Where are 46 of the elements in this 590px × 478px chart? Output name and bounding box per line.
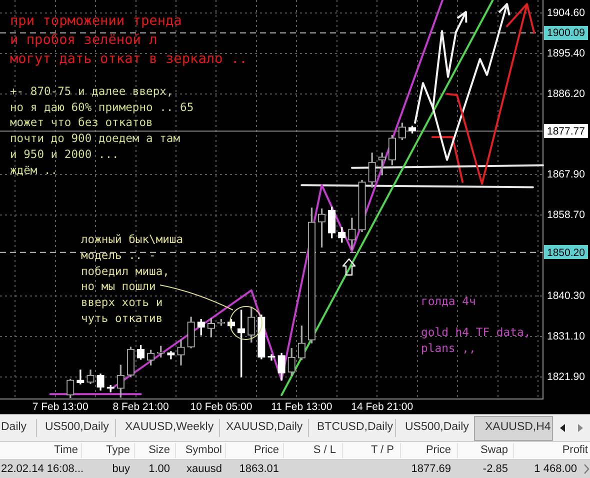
text: S / L <box>312 443 337 458</box>
y-tick-label: 1895.40 <box>547 47 586 60</box>
text: 1.00 <box>148 462 171 477</box>
y-tick-label: 1858.70 <box>547 208 586 221</box>
ref-line-label: 1900.09 <box>547 27 586 40</box>
text: -2.85 <box>482 462 509 477</box>
text: Price <box>252 443 280 458</box>
text: Symbol <box>184 443 223 458</box>
text: XAUUSD,H4 <box>474 416 553 441</box>
text: BTCUSD,Daily <box>316 420 394 435</box>
text: XAUUSD,Weekly <box>124 420 215 435</box>
text: XAUUSD,Daily <box>225 420 304 435</box>
ref-line-label: 1877.77 <box>547 125 586 138</box>
text: US500,Daily <box>404 420 470 435</box>
x-tick-label: 10 Feb 05:00 <box>190 401 252 414</box>
text: xauusd <box>186 462 223 477</box>
x-tick-label: 7 Feb 13:00 <box>32 401 89 414</box>
y-tick-label: 1831.10 <box>547 330 586 342</box>
text: Profit <box>561 443 589 458</box>
ref-line-label: 1850.20 <box>547 246 586 259</box>
x-tick-label: 8 Feb 21:00 <box>112 401 169 414</box>
text: Time <box>52 443 79 458</box>
text: Swap <box>479 443 509 458</box>
text: US500,Daily <box>44 420 110 435</box>
x-tick-label: 14 Feb 21:00 <box>351 401 414 414</box>
y-tick-label: 1840.30 <box>547 290 586 302</box>
annotation: +- 870-75 и далее вверх, но я даю 60% примерно .. 65 может что без откатов почти до 900 доедем а там и 950 и 2000 ... ждём .. <box>10 84 194 178</box>
y-tick-label: 1821.90 <box>547 370 586 383</box>
y-tick-label: 1886.20 <box>547 88 586 100</box>
candlestick <box>76 370 84 384</box>
text: 1 468.00 <box>533 462 578 477</box>
text: Daily <box>0 420 28 435</box>
text: 1877.69 <box>410 462 452 477</box>
text: 1863.01 <box>238 462 280 477</box>
text: Price <box>424 443 452 458</box>
text: T / P <box>370 443 395 458</box>
text: Size <box>148 443 171 458</box>
y-tick-label: 1904.60 <box>547 6 586 19</box>
text: голда 4ч gold h4 TF data, plans ,, <box>421 294 531 354</box>
text: buy <box>112 463 130 475</box>
y-tick-label: 1867.90 <box>547 168 586 180</box>
text: Type <box>105 443 131 458</box>
text: 22.02.14 16:08... <box>0 462 84 477</box>
annotation: при торможении тренда и пробоя зелёной л могут дать откат в зеркало .. <box>10 12 248 68</box>
annotation: ложный бык\миша модель .. - победил миша, но мы пошли вверх хоть и чуть откатив <box>81 232 184 327</box>
x-tick-label: 11 Feb 13:00 <box>271 401 332 414</box>
